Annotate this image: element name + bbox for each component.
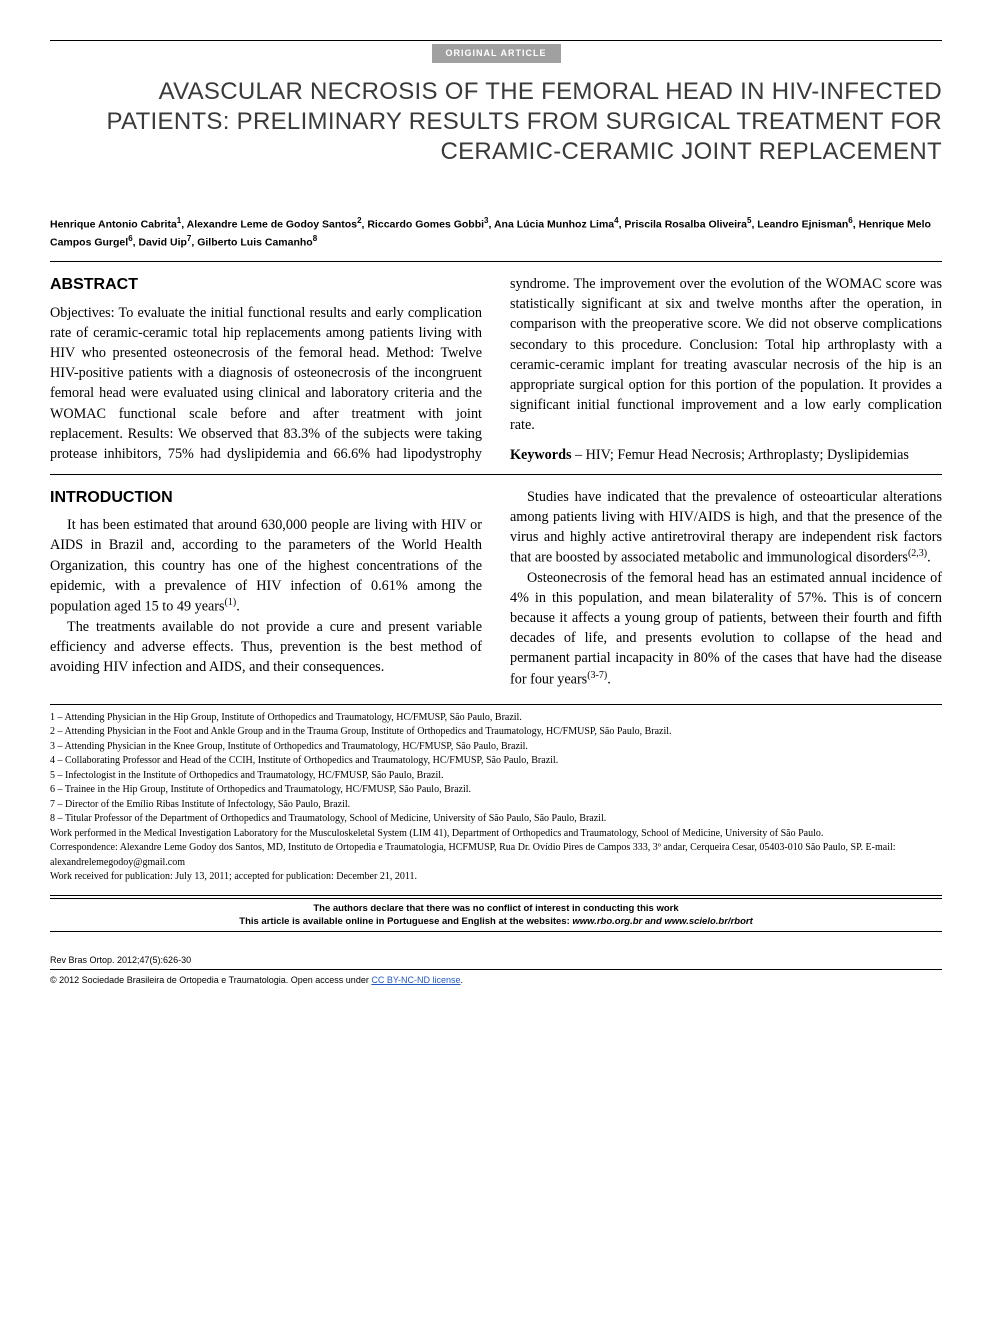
intro-paragraph-2: The treatments available do not provide … bbox=[50, 617, 482, 677]
abstract-heading: ABSTRACT bbox=[50, 274, 482, 297]
top-rule bbox=[50, 40, 942, 41]
author-list: Henrique Antonio Cabrita1, Alexandre Lem… bbox=[50, 215, 942, 252]
abstract-text: Objectives: To evaluate the initial func… bbox=[50, 276, 942, 462]
affiliation-2: 2 – Attending Physician in the Foot and … bbox=[50, 725, 942, 740]
footer-rule bbox=[50, 969, 942, 970]
availability-sites: www.rbo.org.br and www.scielo.br/rbort bbox=[572, 916, 752, 927]
page: ORIGINAL ARTICLE AVASCULAR NECROSIS OF T… bbox=[0, 0, 992, 1016]
affiliation-5: 5 – Infectologist in the Institute of Or… bbox=[50, 769, 942, 784]
rule-above-abstract bbox=[50, 261, 942, 262]
coi-box: The authors declare that there was no co… bbox=[50, 898, 942, 933]
license-link[interactable]: CC BY-NC-ND license bbox=[371, 975, 460, 985]
citation-3-7: (3-7) bbox=[587, 670, 607, 681]
work-performed: Work performed in the Medical Investigat… bbox=[50, 827, 942, 842]
page-footer: Rev Bras Ortop. 2012;47(5):626-30 © 2012… bbox=[50, 954, 942, 986]
article-type-badge: ORIGINAL ARTICLE bbox=[432, 44, 561, 63]
citation-2-3: (2,3) bbox=[908, 548, 927, 559]
introduction-heading: INTRODUCTION bbox=[50, 487, 482, 510]
keywords-label: Keywords bbox=[510, 447, 571, 463]
journal-reference: Rev Bras Ortop. 2012;47(5):626-30 bbox=[50, 954, 942, 967]
article-title: AVASCULAR NECROSIS OF THE FEMORAL HEAD I… bbox=[50, 77, 942, 167]
affiliations-block: 1 – Attending Physician in the Hip Group… bbox=[50, 704, 942, 885]
coi-rule-top bbox=[50, 895, 942, 896]
intro-paragraph-4: Osteonecrosis of the femoral head has an… bbox=[510, 568, 942, 690]
availability-statement: This article is available online in Port… bbox=[50, 915, 942, 928]
affiliation-7: 7 – Director of the Emílio Ribas Institu… bbox=[50, 798, 942, 813]
affiliation-1: 1 – Attending Physician in the Hip Group… bbox=[50, 711, 942, 726]
citation-1: (1) bbox=[225, 597, 237, 608]
badge-row: ORIGINAL ARTICLE bbox=[50, 44, 942, 63]
keywords-text: HIV; Femur Head Necrosis; Arthroplasty; … bbox=[586, 447, 909, 463]
affiliation-4: 4 – Collaborating Professor and Head of … bbox=[50, 754, 942, 769]
intro-paragraph-3: Studies have indicated that the prevalen… bbox=[510, 487, 942, 568]
abstract-block: ABSTRACT Objectives: To evaluate the ini… bbox=[50, 274, 942, 465]
intro-paragraph-1: It has been estimated that around 630,00… bbox=[50, 515, 482, 617]
coi-statement: The authors declare that there was no co… bbox=[50, 902, 942, 915]
copyright-line: © 2012 Sociedade Brasileira de Ortopedia… bbox=[50, 974, 942, 987]
affiliation-6: 6 – Trainee in the Hip Group, Institute … bbox=[50, 783, 942, 798]
affiliation-3: 3 – Attending Physician in the Knee Grou… bbox=[50, 740, 942, 755]
introduction-block: INTRODUCTION It has been estimated that … bbox=[50, 487, 942, 690]
affiliation-8: 8 – Titular Professor of the Department … bbox=[50, 812, 942, 827]
received-accepted: Work received for publication: July 13, … bbox=[50, 870, 942, 885]
rule-below-abstract bbox=[50, 474, 942, 475]
correspondence: Correspondence: Alexandre Leme Godoy dos… bbox=[50, 841, 942, 870]
keywords-line: Keywords – HIV; Femur Head Necrosis; Art… bbox=[510, 445, 942, 465]
